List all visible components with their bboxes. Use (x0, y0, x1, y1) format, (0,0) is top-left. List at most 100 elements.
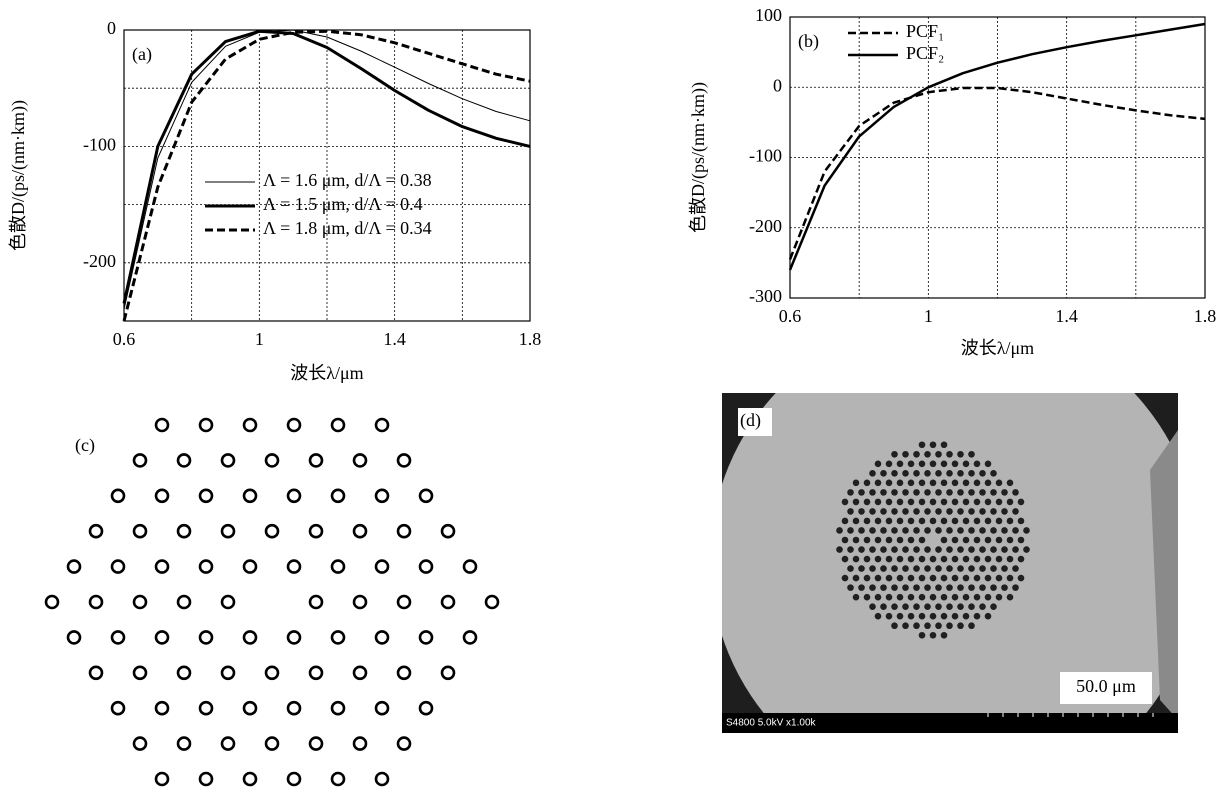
sem-hole (968, 527, 975, 534)
sem-hole (990, 584, 997, 591)
sem-hole (853, 537, 860, 544)
sem-hole (847, 584, 854, 591)
y-tick-label: -200 (83, 251, 116, 271)
x-axis-label: 波长λ/μm (961, 338, 1034, 358)
sem-hole (880, 508, 887, 515)
air-hole (442, 525, 454, 537)
sem-hole (957, 470, 964, 477)
sem-hole (891, 546, 898, 553)
sem-hole (924, 527, 931, 534)
sem-hole (1007, 518, 1014, 525)
sem-hole (930, 556, 937, 563)
air-hole (310, 454, 322, 466)
sem-hole (941, 632, 948, 639)
sem-hole (946, 546, 953, 553)
sem-hole (886, 480, 893, 487)
air-hole (310, 596, 322, 608)
sem-hole (1012, 527, 1019, 534)
sem-hole (891, 527, 898, 534)
sem-hole (941, 537, 948, 544)
sem-hole (886, 537, 893, 544)
sem-hole (963, 460, 970, 467)
air-hole (244, 490, 256, 502)
air-hole (68, 561, 80, 573)
sem-hole (930, 575, 937, 582)
sem-hole (836, 546, 843, 553)
sem-hole (891, 565, 898, 572)
sem-hole (924, 546, 931, 553)
sem-hole (974, 460, 981, 467)
sem-hole (880, 470, 887, 477)
sem-hole (1001, 565, 1008, 572)
sem-hole (1001, 527, 1008, 534)
air-hole (354, 667, 366, 679)
sem-hole (946, 584, 953, 591)
air-hole (156, 419, 168, 431)
sem-hole (968, 546, 975, 553)
sem-hole (864, 594, 871, 601)
sem-hole (842, 556, 849, 563)
air-hole (266, 454, 278, 466)
sem-hole (1023, 546, 1030, 553)
x-tick-label: 1.4 (1055, 306, 1078, 326)
sem-hole (935, 584, 942, 591)
air-hole (222, 667, 234, 679)
sem-hole (869, 527, 876, 534)
sem-hole (930, 594, 937, 601)
sem-hole (1018, 537, 1025, 544)
air-hole (200, 419, 212, 431)
y-tick-label: -100 (749, 146, 782, 166)
sem-hole (853, 499, 860, 506)
sem-hole (930, 613, 937, 620)
air-hole (178, 596, 190, 608)
sem-hole (869, 489, 876, 496)
panel-label: (b) (798, 31, 819, 52)
image-info: S4800 5.0kV x1.00k (726, 718, 817, 729)
air-hole (420, 561, 432, 573)
sem-hole (891, 603, 898, 610)
sem-hole (1018, 518, 1025, 525)
air-hole (222, 738, 234, 750)
air-hole (398, 525, 410, 537)
air-hole (310, 738, 322, 750)
sem-hole (990, 508, 997, 515)
sem-hole (913, 565, 920, 572)
sem-hole (1007, 480, 1014, 487)
sem-hole (990, 546, 997, 553)
sem-hole (990, 470, 997, 477)
air-hole (332, 631, 344, 643)
sem-hole (869, 565, 876, 572)
sem-hole (869, 508, 876, 515)
hole-diagram: (c) (46, 419, 498, 785)
sem-hole (963, 575, 970, 582)
sem-hole (968, 489, 975, 496)
sem-hole (858, 546, 865, 553)
sem-hole (919, 632, 926, 639)
sem-hole (957, 527, 964, 534)
sem-hole (919, 518, 926, 525)
air-hole (134, 454, 146, 466)
air-hole (442, 596, 454, 608)
sem-hole (919, 537, 926, 544)
sem-hole (979, 546, 986, 553)
sem-hole (902, 451, 909, 458)
sem-hole (990, 603, 997, 610)
sem-hole (930, 480, 937, 487)
air-hole (354, 454, 366, 466)
sem-hole (996, 480, 1003, 487)
sem-hole (902, 622, 909, 629)
sem-hole (858, 584, 865, 591)
sem-hole (974, 480, 981, 487)
sem-hole (1018, 575, 1025, 582)
sem-hole (941, 613, 948, 620)
y-tick-label: -200 (749, 216, 782, 236)
sem-hole (1018, 556, 1025, 563)
sem-hole (963, 518, 970, 525)
sem-hole (968, 565, 975, 572)
sem-hole (985, 613, 992, 620)
sem-hole (957, 508, 964, 515)
air-hole (288, 561, 300, 573)
sem-hole (913, 508, 920, 515)
legend-label: PCF₂ (906, 43, 944, 63)
sem-hole (919, 460, 926, 467)
